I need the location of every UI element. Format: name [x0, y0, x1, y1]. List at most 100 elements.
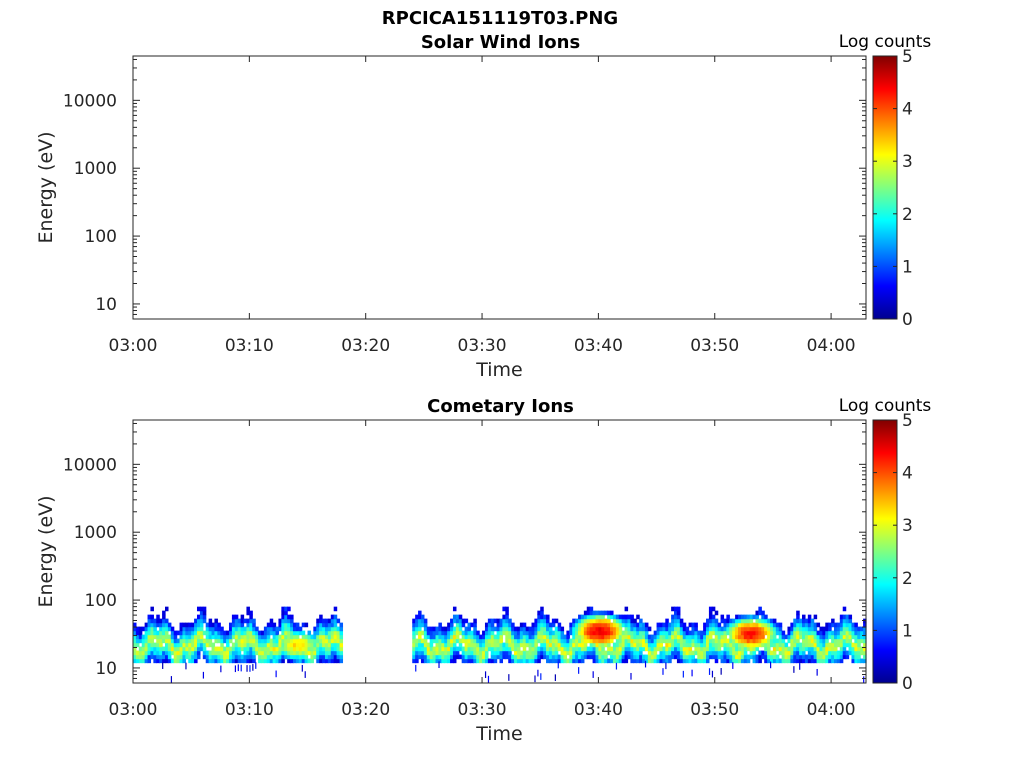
- spectrogram-cell: [799, 618, 803, 624]
- spectrogram-cell: [188, 646, 192, 652]
- spectrogram-cell: [595, 630, 599, 636]
- spectrogram-cell: [810, 654, 815, 660]
- spectrogram-cell: [755, 638, 759, 644]
- spectrogram-cell: [839, 626, 844, 632]
- spectrogram-cell: [607, 610, 611, 616]
- spectrogram-cell: [246, 618, 250, 624]
- spectrogram-cell: [723, 630, 727, 636]
- spectrogram-cell: [415, 614, 419, 620]
- spectrogram-cell: [505, 634, 509, 640]
- x-tick-label: 03:30: [458, 336, 507, 356]
- spectrogram-cell: [231, 614, 236, 620]
- spectrogram-cell: [287, 630, 291, 636]
- spectrogram-cell: [537, 630, 541, 636]
- spectrogram-cell: [278, 634, 282, 640]
- spectrogram-cell: [499, 622, 504, 628]
- spectrogram-cell: [211, 622, 216, 628]
- spectrogram-cell: [502, 622, 506, 628]
- spectrogram-cell: [604, 638, 608, 644]
- spectrogram-cell: [682, 642, 687, 648]
- spectrogram-cell: [796, 634, 800, 640]
- spectrogram-cell: [621, 650, 626, 656]
- spectrogram-cell: [199, 642, 204, 648]
- spectrogram-cell: [659, 658, 663, 664]
- spectrogram-cell: [836, 634, 841, 640]
- spectrogram-cell: [790, 642, 794, 648]
- spectrogram-cell: [228, 638, 233, 644]
- spectrogram-cell: [569, 626, 573, 632]
- spectrogram-cell: [220, 634, 224, 640]
- spectrogram-cell: [237, 626, 242, 632]
- spectrogram-cell: [307, 642, 312, 648]
- spectrogram-cell: [804, 626, 809, 632]
- spectrogram-cell: [618, 626, 623, 632]
- spectrogram-cell: [825, 646, 829, 652]
- spectrogram-cell: [525, 638, 530, 644]
- spectrogram-cell: [528, 630, 533, 636]
- spectrogram-cell: [415, 664, 417, 672]
- spectrogram-cell: [534, 638, 538, 644]
- spectrogram-cell: [196, 606, 201, 612]
- spectrogram-cell: [802, 654, 806, 660]
- spectrogram-cell: [863, 654, 867, 660]
- spectrogram-cell: [534, 675, 536, 683]
- spectrogram-cell: [211, 654, 216, 660]
- x-tick-label: 03:00: [109, 336, 158, 356]
- spectrogram-cell: [246, 622, 250, 628]
- spectrogram-cell: [223, 650, 227, 656]
- spectrogram-cell: [708, 614, 713, 620]
- spectrogram-cell: [767, 622, 771, 628]
- spectrogram-cell: [167, 622, 172, 628]
- spectrogram-cell: [499, 626, 504, 632]
- spectrogram-cell: [740, 622, 745, 628]
- spectrogram-cell: [528, 642, 533, 648]
- axes-frame: [132, 55, 867, 320]
- spectrogram-cell: [438, 661, 440, 669]
- spectrogram-cell: [162, 630, 166, 636]
- spectrogram-cell: [237, 622, 242, 628]
- spectrogram-cell: [580, 618, 585, 624]
- spectrogram-cell: [819, 646, 823, 652]
- spectrogram-cell: [554, 658, 559, 664]
- spectrogram-cell: [548, 658, 553, 664]
- spectrogram-cell: [226, 642, 230, 648]
- spectrogram-cell: [330, 654, 335, 660]
- spectrogram-cell: [845, 622, 850, 628]
- spectrogram-cell: [205, 654, 210, 660]
- spectrogram-cell: [249, 654, 253, 660]
- spectrogram-cell: [162, 610, 166, 616]
- spectrogram-cell: [665, 646, 669, 652]
- spectrogram-cell: [470, 634, 474, 640]
- spectrogram-cell: [237, 630, 242, 636]
- spectrogram-cell: [674, 614, 678, 620]
- spectrogram-cell: [793, 666, 795, 673]
- spectrogram-cell: [607, 638, 611, 644]
- spectrogram-cell: [467, 646, 472, 652]
- spectrogram-cell: [711, 638, 716, 644]
- spectrogram-cell: [179, 622, 184, 628]
- spectrogram-cell: [749, 642, 754, 648]
- spectrogram-cell: [531, 654, 536, 660]
- spectrogram-cell: [831, 618, 835, 624]
- spectrogram-cell: [618, 630, 623, 636]
- spectrogram-cell: [290, 622, 294, 628]
- spectrogram-cell: [764, 650, 768, 656]
- spectrogram-cell: [234, 630, 239, 636]
- spectrogram-cell: [458, 614, 463, 620]
- spectrogram-cell: [441, 638, 445, 644]
- spectrogram-cell: [720, 658, 725, 664]
- colorbar-label: Log counts: [839, 396, 932, 416]
- spectrogram-cell: [767, 650, 771, 656]
- spectrogram-cell: [842, 606, 847, 612]
- spectrogram-cell: [819, 634, 823, 640]
- spectrogram-cell: [615, 662, 618, 670]
- spectrogram-cell: [272, 638, 277, 644]
- spectrogram-cell: [170, 650, 175, 656]
- spectrogram-cell: [703, 650, 707, 656]
- spectrogram-cell: [479, 638, 483, 644]
- spectrogram-cell: [287, 658, 291, 664]
- spectrogram-cell: [179, 626, 184, 632]
- spectrogram-cell: [828, 630, 832, 636]
- spectrogram-cell: [540, 618, 544, 624]
- spectrogram-cell: [575, 630, 579, 636]
